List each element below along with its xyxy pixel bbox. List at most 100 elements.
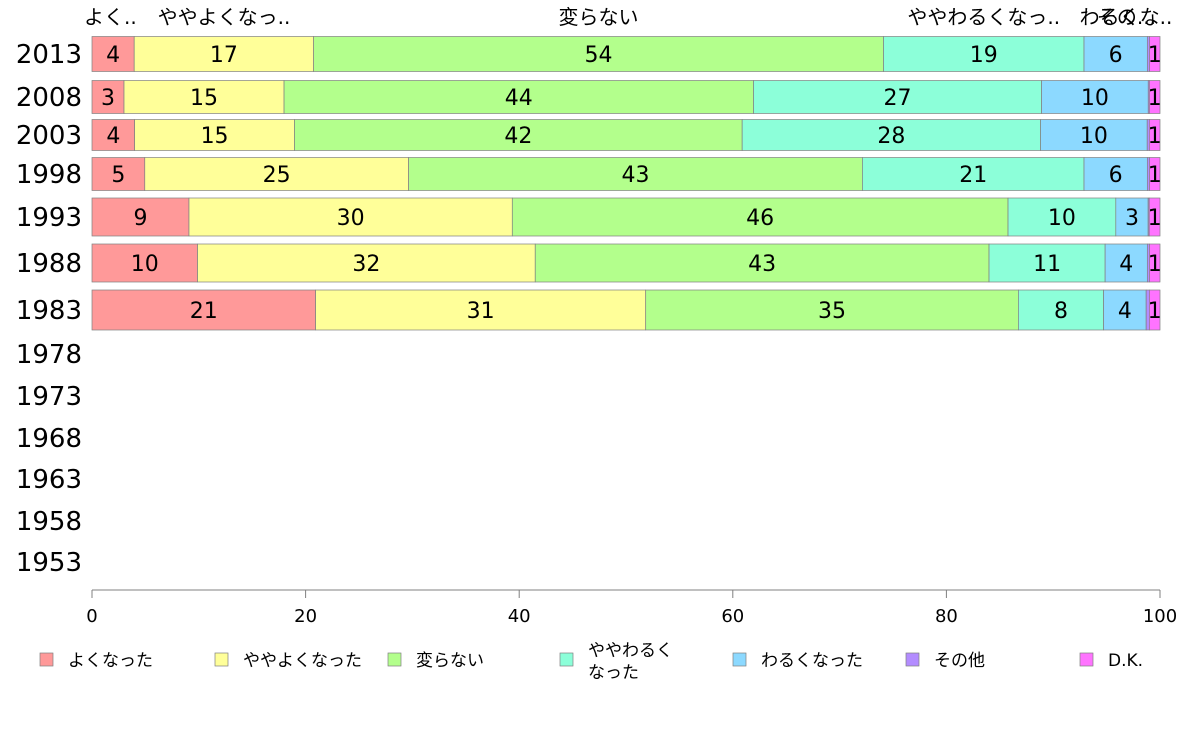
segment-top-label: よく..	[84, 5, 137, 29]
data-label: 6	[1109, 43, 1123, 68]
data-label: 4	[106, 43, 120, 68]
data-label: 8	[1054, 299, 1068, 324]
data-label: 31	[467, 299, 495, 324]
bar-segment	[511, 197, 1009, 237]
data-label: 3	[1125, 206, 1139, 231]
data-label: 32	[352, 252, 380, 277]
legend-swatch	[559, 652, 574, 667]
segment-top-label: ややわるくなっ..	[907, 5, 1060, 29]
data-label: 5	[111, 163, 125, 188]
x-axis: 0 20 40 60 80 100	[86, 589, 1177, 627]
legend-swatch	[1079, 652, 1094, 667]
legend-item: ややよくなった	[214, 651, 362, 671]
x-tick-label: 100	[1143, 606, 1177, 627]
y-tick-label: 1988	[16, 249, 82, 279]
data-label: 19	[970, 43, 998, 68]
segment-top-label: 変らない	[559, 5, 639, 29]
bar-segment	[1148, 80, 1161, 114]
bar-segment	[313, 36, 884, 72]
data-label: 1	[1148, 86, 1162, 111]
data-label: 25	[263, 163, 291, 188]
x-tick-label: 20	[294, 606, 317, 627]
data-label: 10	[1081, 86, 1109, 111]
data-label: 1	[1148, 124, 1162, 149]
data-label: 43	[748, 252, 776, 277]
bar-segment	[408, 157, 863, 191]
x-tick-label: 80	[935, 606, 958, 627]
bar-segment	[294, 119, 743, 151]
data-label: 21	[190, 299, 218, 324]
bar-segment	[1083, 36, 1148, 72]
bar-segment	[91, 80, 125, 114]
bar-segment	[1149, 157, 1161, 191]
y-tick-label: 2008	[16, 83, 82, 113]
bar-segment	[1040, 119, 1148, 151]
legend-label: ややわるくなった	[588, 641, 673, 683]
y-tick-label: 1963	[16, 465, 82, 495]
data-label: 35	[818, 299, 846, 324]
y-tick-label: 1968	[16, 424, 82, 454]
legend-label: D.K.	[1108, 651, 1143, 671]
legend-swatch	[387, 652, 402, 667]
bar-segment	[91, 197, 190, 237]
data-label: 10	[1080, 124, 1108, 149]
y-tick-label: 1953	[16, 548, 82, 578]
bar-segment	[315, 289, 647, 331]
bar-segment	[862, 157, 1085, 191]
bar-segment	[1149, 243, 1161, 283]
data-label: 1	[1148, 299, 1162, 324]
bar-segment	[91, 289, 316, 331]
x-tick-label: 60	[721, 606, 744, 627]
legend-label: 変らない	[416, 651, 484, 671]
bar-segment	[283, 80, 754, 114]
data-label: 1	[1148, 163, 1162, 188]
top-labels-layer: よく.. ややよくなっ.. 変らない ややわるくなっ.. わるくな..その...	[84, 5, 1172, 29]
data-label: 44	[505, 86, 533, 111]
segment-top-label: わるくな..	[1080, 5, 1173, 29]
data-label: 30	[337, 206, 365, 231]
bar-segment	[91, 157, 146, 191]
bar-segment	[1104, 243, 1148, 283]
legend-swatch	[214, 652, 229, 667]
data-label: 4	[106, 124, 120, 149]
data-label: 1	[1148, 252, 1162, 277]
legend-swatch	[39, 652, 54, 667]
bar-segment	[123, 80, 285, 114]
data-label: 1	[1148, 43, 1162, 68]
y-tick-label: 2013	[16, 40, 82, 70]
data-label: 43	[622, 163, 650, 188]
bars-layer: 4 17 54 19 6 13 15 44 27 10 14 15 42 28 10 15 25 43 21 6 19 3…	[91, 36, 1162, 331]
bar-segment	[188, 197, 513, 237]
bar-segment	[1148, 119, 1161, 151]
legend-label: ややよくなった	[243, 651, 362, 671]
data-label: 4	[1118, 299, 1132, 324]
data-label: 15	[201, 124, 229, 149]
bar-segment	[988, 243, 1106, 283]
legend-swatch	[905, 652, 920, 667]
y-tick-label: 1998	[16, 160, 82, 190]
y-tick-label: 1978	[16, 340, 82, 370]
bar-segment	[133, 36, 314, 72]
y-tick-labels: 2013 2008 2003 1998 1993 1988 1983 1978 1973 1968…	[16, 40, 82, 578]
legend-swatch	[732, 652, 747, 667]
data-label: 28	[877, 124, 905, 149]
data-label: 10	[1048, 206, 1076, 231]
data-label: 15	[190, 86, 218, 111]
bar-segment	[883, 36, 1085, 72]
data-label: 42	[504, 124, 532, 149]
data-label: 10	[131, 252, 159, 277]
y-tick-label: 1993	[16, 203, 82, 233]
legend-item: わるくなった	[732, 651, 863, 671]
bar-segment	[1007, 197, 1117, 237]
bar-segment	[91, 36, 135, 72]
bar-segment	[197, 243, 536, 283]
x-tick-label: 40	[508, 606, 531, 627]
data-label: 54	[585, 43, 613, 68]
segment-top-label: ややよくなっ..	[158, 5, 291, 29]
segment-top-label: その...	[1097, 5, 1156, 29]
legend: よくなった ややよくなった 変らない ややわるくなった わるくなった その他 D.K.	[39, 641, 1143, 683]
bar-segment	[1148, 289, 1161, 331]
y-tick-label: 1958	[16, 507, 82, 537]
